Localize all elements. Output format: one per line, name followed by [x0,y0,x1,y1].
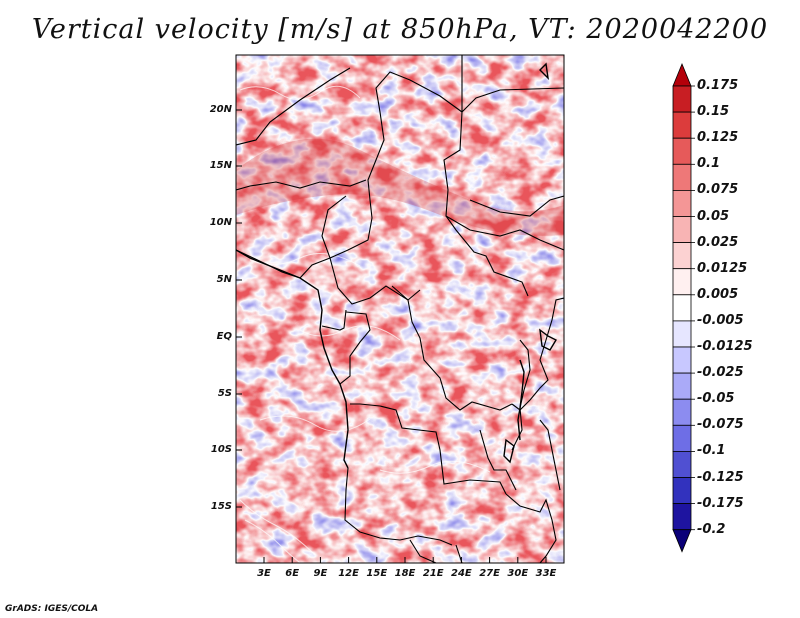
colorbar-label: 0.005 [697,286,739,302]
colorbar-label: 0.05 [697,208,730,224]
lat-label: 5N [216,274,232,285]
colorbar-label: -0.005 [697,312,744,328]
colorbar-box [672,503,692,531]
colorbar-label: -0.0125 [697,339,753,354]
colorbar-label: -0.05 [697,391,735,407]
colorbar-box [672,85,692,113]
colorbar-top-arrow [672,62,692,87]
colorbar-box [672,372,692,400]
colorbar-box [672,111,692,139]
colorbar-label: 0.0125 [697,260,748,276]
colorbar-box [672,294,692,322]
colorbar-box [672,398,692,426]
colorbar-label: 0.1 [697,156,721,172]
lon-label: 30E [507,568,529,579]
colorbar-box [672,137,692,165]
lon-label: 9E [313,568,328,579]
chart-title: Vertical velocity [m/s] at 850hPa, VT: 2… [31,14,769,45]
lon-label: 24E [451,568,472,579]
lon-label: 27E [479,568,500,579]
lat-label: 5S [217,388,232,399]
colorbar-box [672,163,692,191]
lon-label: 15E [366,568,388,579]
colorbar-box [672,424,692,452]
colorbar-label: 0.175 [697,78,739,93]
colorbar-label: 0.15 [697,104,730,120]
lat-label: 20N [209,104,232,115]
colorbar-label: 0.025 [697,234,739,250]
colorbar-box [672,268,692,296]
map-frame [235,54,565,564]
country-borders [236,55,564,563]
colorbar-box [672,189,692,217]
colorbar-label: -0.2 [697,521,726,537]
colorbar [672,62,695,553]
lon-label: 3E [257,568,271,579]
grads-credit: GrADS: IGES/COLA [5,604,99,614]
lon-label: 21E [422,568,444,579]
colorbar-label: -0.075 [697,417,744,433]
lon-label: 6E [285,568,300,579]
lat-label: EQ [216,331,232,342]
lat-label: 15S [210,501,232,512]
colorbar-box [672,450,692,478]
colorbar-box [672,216,692,244]
colorbar-label: -0.175 [697,495,744,511]
colorbar-label: 0.125 [697,130,739,146]
colorbar-box [672,346,692,374]
lon-label: 33E [535,568,557,579]
colorbar-box [672,320,692,348]
lat-label: 10S [210,444,232,455]
lon-label: 12E [338,568,359,579]
colorbar-box [672,242,692,270]
colorbar-box [672,477,692,505]
map-field [236,55,564,563]
colorbar-label: -0.125 [697,469,744,485]
colorbar-label: 0.075 [697,182,739,198]
colorbar-label: -0.1 [697,443,726,459]
colorbar-label: -0.025 [697,365,744,381]
lat-label: 10N [209,217,232,228]
lat-label: 15N [209,160,232,171]
colorbar-bottom-arrow [672,529,692,553]
lon-label: 18E [394,568,416,579]
